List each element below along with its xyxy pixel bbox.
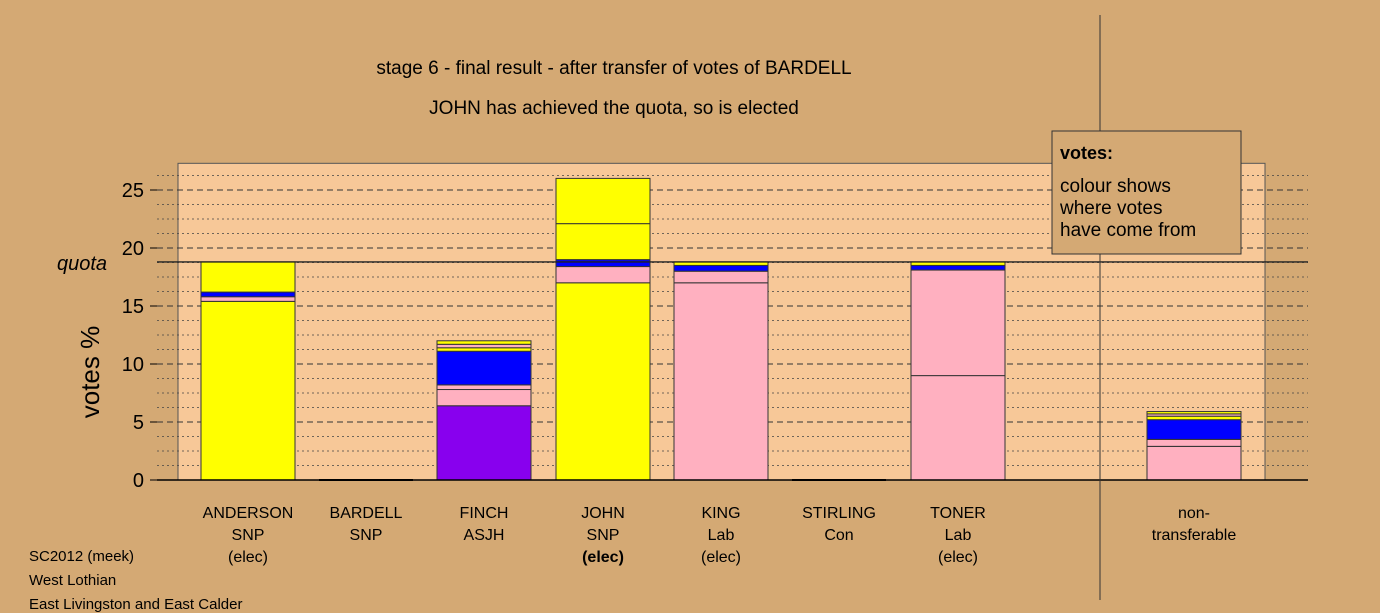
nontransferable-label-1: non- <box>1178 505 1210 522</box>
bar-segment-nontransferable-1 <box>1146 438 1242 447</box>
bar-segment-finch-6 <box>436 340 532 345</box>
bar-segment-nontransferable-2 <box>1146 419 1242 440</box>
y-tick-label: 25 <box>122 180 144 202</box>
footer-method: SC2012 (meek) <box>29 548 135 565</box>
candidate-status: (elec) <box>938 549 978 566</box>
candidate-party: Lab <box>708 527 735 544</box>
bar-segment-nontransferable-0 <box>1146 445 1242 481</box>
y-tick-label: 15 <box>122 296 144 318</box>
bar-segment-nontransferable-5 <box>1146 411 1242 415</box>
chart-legend: votes: colour shows where votes have com… <box>1051 130 1242 255</box>
bar-segment-finch-1 <box>436 389 532 407</box>
bar-segment-anderson-1 <box>200 296 296 302</box>
chart-subtitle: JOHN has achieved the quota, so is elect… <box>429 98 799 119</box>
nontransferable-label-2: transferable <box>1152 527 1237 544</box>
candidate-name: JOHN <box>581 505 625 522</box>
legend-line-1: colour shows <box>1060 176 1171 197</box>
quota-label: quota <box>57 253 107 275</box>
candidate-name: KING <box>701 505 740 522</box>
bar-segment-toner-1 <box>910 269 1006 377</box>
candidate-party: SNP <box>232 527 265 544</box>
chart-title: stage 6 - final result - after transfer … <box>376 58 851 79</box>
footer-ward: East Livingston and East Calder <box>29 596 243 613</box>
candidate-party: Lab <box>945 527 972 544</box>
bar-segment-john-4 <box>555 177 651 225</box>
candidate-status: (elec) <box>701 549 741 566</box>
y-tick-label: 20 <box>122 238 144 260</box>
bar-segment-nontransferable-3 <box>1146 415 1242 421</box>
bar-segment-finch-3 <box>436 350 532 386</box>
candidate-party: ASJH <box>464 527 505 544</box>
bar-segment-john-3 <box>555 223 651 261</box>
candidate-status: (elec) <box>228 549 268 566</box>
bar-segment-finch-4 <box>436 347 532 352</box>
candidate-name: BARDELL <box>330 505 403 522</box>
candidate-party: SNP <box>587 527 620 544</box>
bar-segment-finch-2 <box>436 384 532 391</box>
bar-segment-king-2 <box>673 264 769 272</box>
y-tick-label: 5 <box>133 412 144 434</box>
candidate-status: (elec) <box>582 549 624 566</box>
bar-segment-toner-0 <box>910 375 1006 481</box>
candidate-party: Con <box>824 527 853 544</box>
bar-segment-anderson-2 <box>200 291 296 298</box>
candidate-name: FINCH <box>460 505 509 522</box>
legend-title: votes: <box>1060 143 1113 163</box>
legend-line-3: have come from <box>1060 220 1196 241</box>
y-tick-label: 0 <box>133 470 144 492</box>
stv-stage-chart: stage 6 - final result - after transfer … <box>57 15 1308 600</box>
bar-segment-king-1 <box>673 270 769 284</box>
bar-segment-john-0 <box>555 282 651 481</box>
y-tick-label: 10 <box>122 354 144 376</box>
footer-council: West Lothian <box>29 572 117 589</box>
bar-segment-king-0 <box>673 282 769 481</box>
bar-segment-john-2 <box>555 259 651 268</box>
bar-segment-finch-5 <box>436 343 532 349</box>
bar-segment-finch-0 <box>436 405 532 481</box>
candidate-name: ANDERSON <box>203 505 294 522</box>
candidate-name: TONER <box>930 505 986 522</box>
candidate-party: SNP <box>350 527 383 544</box>
candidate-name: STIRLING <box>802 505 876 522</box>
y-axis-label: votes % <box>75 326 105 419</box>
bar-segment-john-1 <box>555 266 651 284</box>
bar-segment-anderson-3 <box>200 261 296 293</box>
legend-line-2: where votes <box>1059 198 1162 219</box>
bar-segment-anderson-0 <box>200 300 296 481</box>
bar-segment-toner-2 <box>910 264 1006 271</box>
chart-stage: stage 6 - final result - after transfer … <box>29 15 1308 613</box>
legend-box <box>1051 130 1242 255</box>
